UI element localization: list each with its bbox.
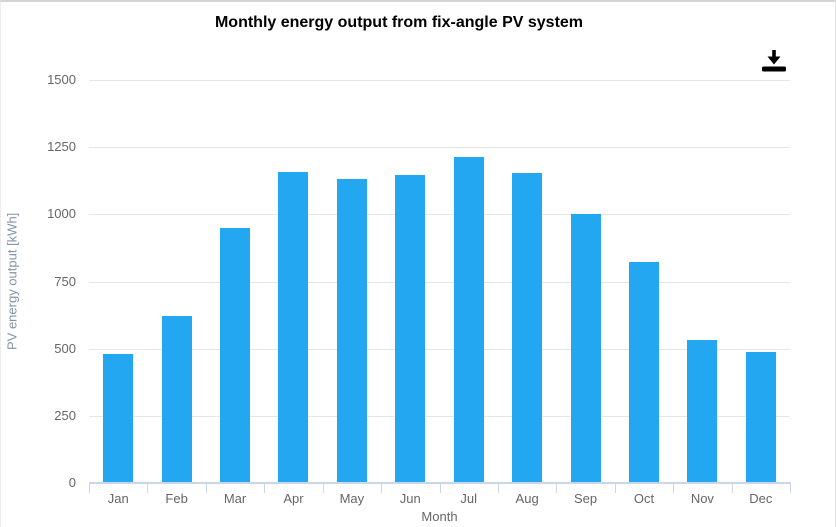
axis-tick <box>731 483 733 493</box>
axis-tick <box>205 483 207 493</box>
y-tick-label: 250 <box>54 407 76 423</box>
gridline <box>89 147 790 149</box>
gridline <box>89 214 790 216</box>
plot-area <box>89 80 790 483</box>
axis-tick <box>439 483 441 493</box>
y-axis-labels: 0 250 500 750 1000 1250 1500 <box>1 72 81 490</box>
bar-sep[interactable] <box>570 214 601 483</box>
bar-apr[interactable] <box>278 172 309 483</box>
bar-oct[interactable] <box>628 262 659 483</box>
download-icon <box>762 50 786 72</box>
axis-tick <box>790 483 791 493</box>
axis-tick <box>147 483 149 493</box>
axis-tick <box>264 483 266 493</box>
y-tick-label: 1500 <box>47 72 76 87</box>
bar-jul[interactable] <box>453 157 484 483</box>
axis-tick <box>497 483 499 493</box>
x-tick-label: Jan <box>107 491 129 506</box>
x-tick-label: Nov <box>690 491 714 506</box>
bar-jun[interactable] <box>395 175 426 483</box>
y-tick-label: 500 <box>54 340 76 356</box>
x-tick-label: Aug <box>515 491 539 506</box>
axis-tick <box>614 483 616 493</box>
axis-tick <box>556 483 558 493</box>
gridline <box>89 415 790 417</box>
gridline <box>89 281 790 283</box>
x-tick-label: May <box>339 491 365 506</box>
download-button[interactable] <box>759 46 789 76</box>
bar-dec[interactable] <box>745 351 776 483</box>
gridline <box>89 80 790 81</box>
y-tick-label: 750 <box>54 273 76 289</box>
bar-aug[interactable] <box>512 172 543 483</box>
x-axis-labels: Jan Feb Mar Apr May Jun Jul Aug Sep Oct Nov Dec <box>89 491 790 507</box>
x-tick-label: Jul <box>460 491 478 506</box>
axis-tick <box>89 483 90 493</box>
y-tick-label: 1000 <box>47 206 76 222</box>
y-tick-label: 1250 <box>47 139 76 155</box>
x-tick-label: Sep <box>573 491 598 506</box>
bar-nov[interactable] <box>687 340 718 483</box>
bar-mar[interactable] <box>220 227 251 483</box>
y-tick-label: 0 <box>68 475 76 490</box>
x-axis-title: Month <box>421 509 458 524</box>
x-tick-label: Apr <box>283 491 304 506</box>
x-tick-label: Feb <box>165 491 188 506</box>
chart-title: Monthly energy output from fix-angle PV … <box>214 14 584 31</box>
x-axis-ticks <box>89 483 791 493</box>
axis-tick <box>381 483 383 493</box>
axis-tick <box>673 483 675 493</box>
bar-may[interactable] <box>336 179 367 483</box>
x-tick-label: Oct <box>633 491 655 506</box>
axis-tick <box>322 483 324 493</box>
bar-feb[interactable] <box>161 315 192 483</box>
x-tick-label: Dec <box>749 491 773 506</box>
x-tick-label: Mar <box>223 491 247 506</box>
bar-jan[interactable] <box>103 354 134 483</box>
x-tick-label: Jun <box>399 491 421 506</box>
gridline <box>89 348 790 350</box>
